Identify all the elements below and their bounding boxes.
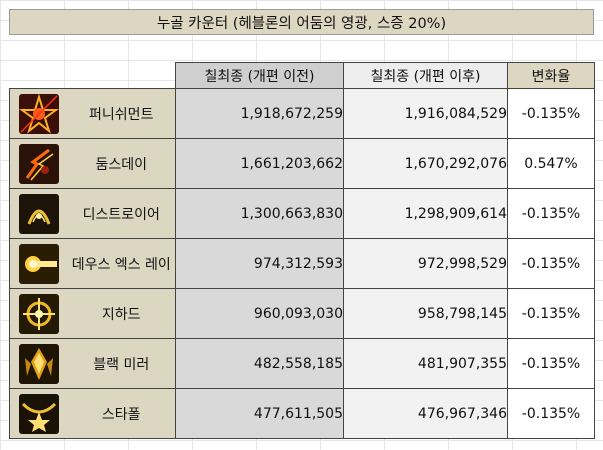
skill-name: 데우스 엑스 레이 — [67, 238, 176, 289]
punishment-skill-icon — [18, 93, 59, 134]
damage-after: 476,967,346 — [343, 388, 508, 439]
starfall-skill-icon — [18, 393, 59, 434]
header-blank — [68, 63, 176, 89]
damage-after: 972,998,529 — [343, 238, 508, 289]
skill-name: 지하드 — [67, 288, 176, 339]
damage-before: 482,558,185 — [175, 338, 344, 389]
table-row: 지하드 960,093,030 958,798,145 -0.135% — [9, 288, 595, 339]
header-rate: 변화율 — [507, 62, 595, 89]
header-after: 칠최종 (개편 이후) — [343, 62, 508, 89]
change-rate: -0.135% — [507, 238, 595, 289]
damage-before: 1,661,203,662 — [175, 138, 344, 189]
table-row: 디스트로이어 1,300,663,830 1,298,909,614 -0.13… — [9, 188, 595, 239]
change-rate: 0.547% — [507, 138, 595, 189]
header-before: 칠최종 (개편 이전) — [175, 62, 344, 89]
change-rate: -0.135% — [507, 338, 595, 389]
change-rate: -0.135% — [507, 88, 595, 139]
table-row: 둠스데이 1,661,203,662 1,670,292,076 0.547% — [9, 138, 595, 189]
skill-name: 블랙 미러 — [67, 338, 176, 389]
jihad-skill-icon — [18, 293, 59, 334]
table-row: 스타폴 477,611,505 476,967,346 -0.135% — [9, 388, 595, 439]
damage-table: 칠최종 (개편 이전) 칠최종 (개편 이후) 변화율 퍼니쉬먼트 1,918,… — [9, 62, 595, 439]
destroyer-skill-icon — [18, 193, 59, 234]
damage-before: 960,093,030 — [175, 288, 344, 339]
damage-after: 481,907,355 — [343, 338, 508, 389]
table-title: 누골 카운터 (헤블론의 어둠의 영광, 스증 20%) — [9, 9, 594, 35]
doomsday-skill-icon — [18, 143, 59, 184]
change-rate: -0.135% — [507, 188, 595, 239]
header-blank — [10, 63, 68, 89]
table-row: 데우스 엑스 레이 974,312,593 972,998,529 -0.135… — [9, 238, 595, 289]
damage-before: 974,312,593 — [175, 238, 344, 289]
table-row: 퍼니쉬먼트 1,918,672,259 1,916,084,529 -0.135… — [9, 88, 595, 139]
change-rate: -0.135% — [507, 388, 595, 439]
damage-after: 1,916,084,529 — [343, 88, 508, 139]
change-rate: -0.135% — [507, 288, 595, 339]
skill-name: 퍼니쉬먼트 — [67, 88, 176, 139]
damage-before: 477,611,505 — [175, 388, 344, 439]
skill-name: 스타폴 — [67, 388, 176, 439]
damage-after: 1,670,292,076 — [343, 138, 508, 189]
damage-before: 1,918,672,259 — [175, 88, 344, 139]
damage-after: 958,798,145 — [343, 288, 508, 339]
deus-ex-ray-skill-icon — [18, 243, 59, 284]
black-mirror-skill-icon — [18, 343, 59, 384]
skill-name: 디스트로이어 — [67, 188, 176, 239]
table-row: 블랙 미러 482,558,185 481,907,355 -0.135% — [9, 338, 595, 389]
skill-name: 둠스데이 — [67, 138, 176, 189]
damage-after: 1,298,909,614 — [343, 188, 508, 239]
header-row: 칠최종 (개편 이전) 칠최종 (개편 이후) 변화율 — [10, 62, 595, 89]
damage-before: 1,300,663,830 — [175, 188, 344, 239]
